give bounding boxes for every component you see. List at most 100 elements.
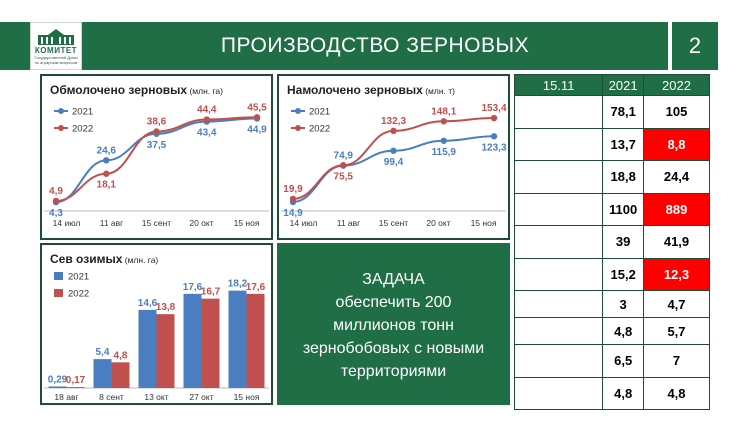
table-row: Кукуруза (млн. т.) 13,7 8,8 — [513, 127, 710, 161]
page-number: 2 — [672, 22, 718, 70]
data-label: 43,4 — [197, 128, 217, 139]
crop-name: Рис (тыс. т.) — [513, 192, 604, 226]
data-point — [390, 127, 397, 135]
data-point — [103, 157, 110, 164]
bar-label: 16,7 — [201, 287, 221, 298]
crop-name: Рапс (млн. т.) — [513, 290, 604, 318]
chart-harvested-grain: Намолочено зерновых (млн. т) 2021 2022 14 и… — [277, 74, 510, 240]
column-header: 15.11 — [513, 74, 604, 96]
data-point — [490, 114, 498, 122]
data-label: 45,5 — [247, 102, 267, 113]
header-bar — [0, 22, 668, 70]
x-tick-label: 15 сент — [379, 218, 408, 228]
crop-name: Соя (млн. т.) — [513, 317, 604, 345]
bar-label: 17,6 — [246, 282, 266, 293]
crop-table: 15.11 2021 2022 Пшеница (млн. т.) 78,1 105 Куку… — [513, 74, 710, 410]
data-label: 75,5 — [334, 171, 354, 182]
value-2022: 8,8 — [643, 127, 710, 161]
x-tick-label: 15 сент — [142, 218, 171, 228]
crop-name: Ячмень (млн. т.) — [513, 160, 604, 194]
logo-word: КОМИТЕТ — [34, 46, 78, 55]
data-label: 123,3 — [481, 142, 506, 153]
value-2021: 1100 — [602, 192, 644, 226]
data-label: 38,6 — [147, 116, 167, 127]
value-2021: 78,1 — [602, 95, 644, 129]
crop-name: Подсолнечник (млн. т.) — [513, 257, 604, 291]
data-point — [390, 147, 397, 154]
chart-title: Сев озимых (млн. га) — [50, 252, 158, 266]
data-label: 44,4 — [197, 105, 217, 116]
data-point — [52, 197, 60, 205]
bar-label: 5,4 — [96, 347, 110, 358]
bar-label: 17,6 — [183, 282, 203, 293]
task-line: миллионов тонн — [333, 317, 454, 334]
data-point — [490, 133, 498, 140]
value-2021: 18,8 — [602, 160, 644, 194]
data-label: 74,9 — [334, 151, 354, 162]
data-point — [203, 116, 210, 123]
chart-threshed-area: Обмолочено зерновых (млн. га) 2021 2022 14 … — [40, 74, 273, 240]
task-line: зернобобовых с новыми — [302, 340, 485, 357]
task-box: ЗАДАЧА обеспечить 200 миллионов тонн зер… — [277, 243, 510, 405]
x-tick-label: 13 окт — [144, 392, 168, 402]
chart-unit: (млн. га) — [122, 255, 158, 265]
data-label: 99,4 — [384, 157, 404, 168]
legend-marker — [295, 108, 301, 114]
legend-swatch — [54, 272, 63, 280]
value-2021: 4,8 — [602, 317, 644, 345]
series-line-2021 — [292, 135, 495, 203]
legend-marker — [58, 125, 64, 131]
bar-2022 — [111, 362, 130, 388]
crop-name: Кукуруза (млн. т.) — [513, 127, 604, 161]
table-header-row: 15.11 2021 2022 — [513, 74, 710, 96]
value-2022: 12,3 — [643, 257, 710, 291]
chart-winter-sowing-svg: Сев озимых (млн. га) 2021 2022 18 авг 0,290,… — [44, 252, 269, 402]
table-row: Картофель (млн. т.) 6,5 7 — [513, 344, 710, 378]
legend-label: 2021 — [68, 272, 89, 283]
x-tick-label: 20 окт — [189, 218, 213, 228]
table-row: Овощи (млн. т.) 4,8 4,8 — [513, 376, 710, 410]
crop-name: Пшеница (млн. т.) — [513, 95, 604, 129]
chart-winter-sowing: Сев озимых (млн. га) 2021 2022 18 авг 0,29 0,… — [40, 243, 273, 405]
value-2021: 13,7 — [602, 127, 644, 161]
table-row: Рис (тыс. т.) 1100 889 — [513, 192, 710, 226]
data-label: 115,9 — [432, 147, 457, 158]
data-point — [253, 114, 261, 121]
legend-marker — [295, 125, 301, 131]
x-tick-label: 27 окт — [189, 392, 213, 402]
bar-2021 — [93, 359, 112, 388]
committee-logo: КОМИТЕТ Государственной Думы по аграрным… — [30, 22, 82, 70]
value-2021: 3 — [602, 290, 644, 318]
data-point — [103, 170, 110, 177]
logo-sub-1: Государственной Думы — [34, 55, 78, 60]
table-row: Ячмень (млн. т.) 18,8 24,4 — [513, 160, 710, 194]
chart-title-text: Намолочено зерновых — [287, 83, 423, 97]
bar-2022 — [201, 298, 220, 388]
table-row: Соя (млн. т.) 4,8 5,7 — [513, 317, 710, 345]
data-label: 18,1 — [97, 180, 117, 191]
task-line: обеспечить 200 — [335, 294, 452, 311]
data-label: 44,9 — [247, 125, 267, 136]
legend-label: 2022 — [309, 124, 330, 135]
column-header: 2022 — [643, 74, 710, 96]
chart-harvested-grain-svg: Намолочено зерновых (млн. т) 2021 2022 14 и… — [281, 83, 507, 228]
x-tick-label: 15 ноя — [234, 218, 260, 228]
legend-swatch — [54, 289, 63, 297]
bar-label: 13,8 — [156, 302, 176, 313]
data-label: 132,3 — [381, 116, 406, 127]
x-tick-label: 20 окт — [426, 218, 450, 228]
table-row: Подсолнечник (млн. т.) 15,2 12,3 — [513, 257, 710, 291]
building-icon — [38, 29, 74, 45]
table-row: Сахарная свекла (млн. т.) 39 41,9 — [513, 225, 710, 259]
chart-title: Намолочено зерновых (млн. т) — [287, 83, 455, 97]
series-line-2021 — [55, 117, 258, 204]
data-label: 153,4 — [481, 103, 506, 114]
chart-unit: (млн. га) — [187, 86, 223, 96]
bar-label: 4,8 — [114, 350, 128, 361]
bar-2021 — [48, 386, 67, 388]
bar-2021 — [183, 293, 202, 388]
series-line-2022 — [55, 116, 258, 202]
task-line: ЗАДАЧА — [362, 271, 425, 288]
value-2021: 6,5 — [602, 344, 644, 378]
legend-label: 2021 — [72, 107, 93, 118]
